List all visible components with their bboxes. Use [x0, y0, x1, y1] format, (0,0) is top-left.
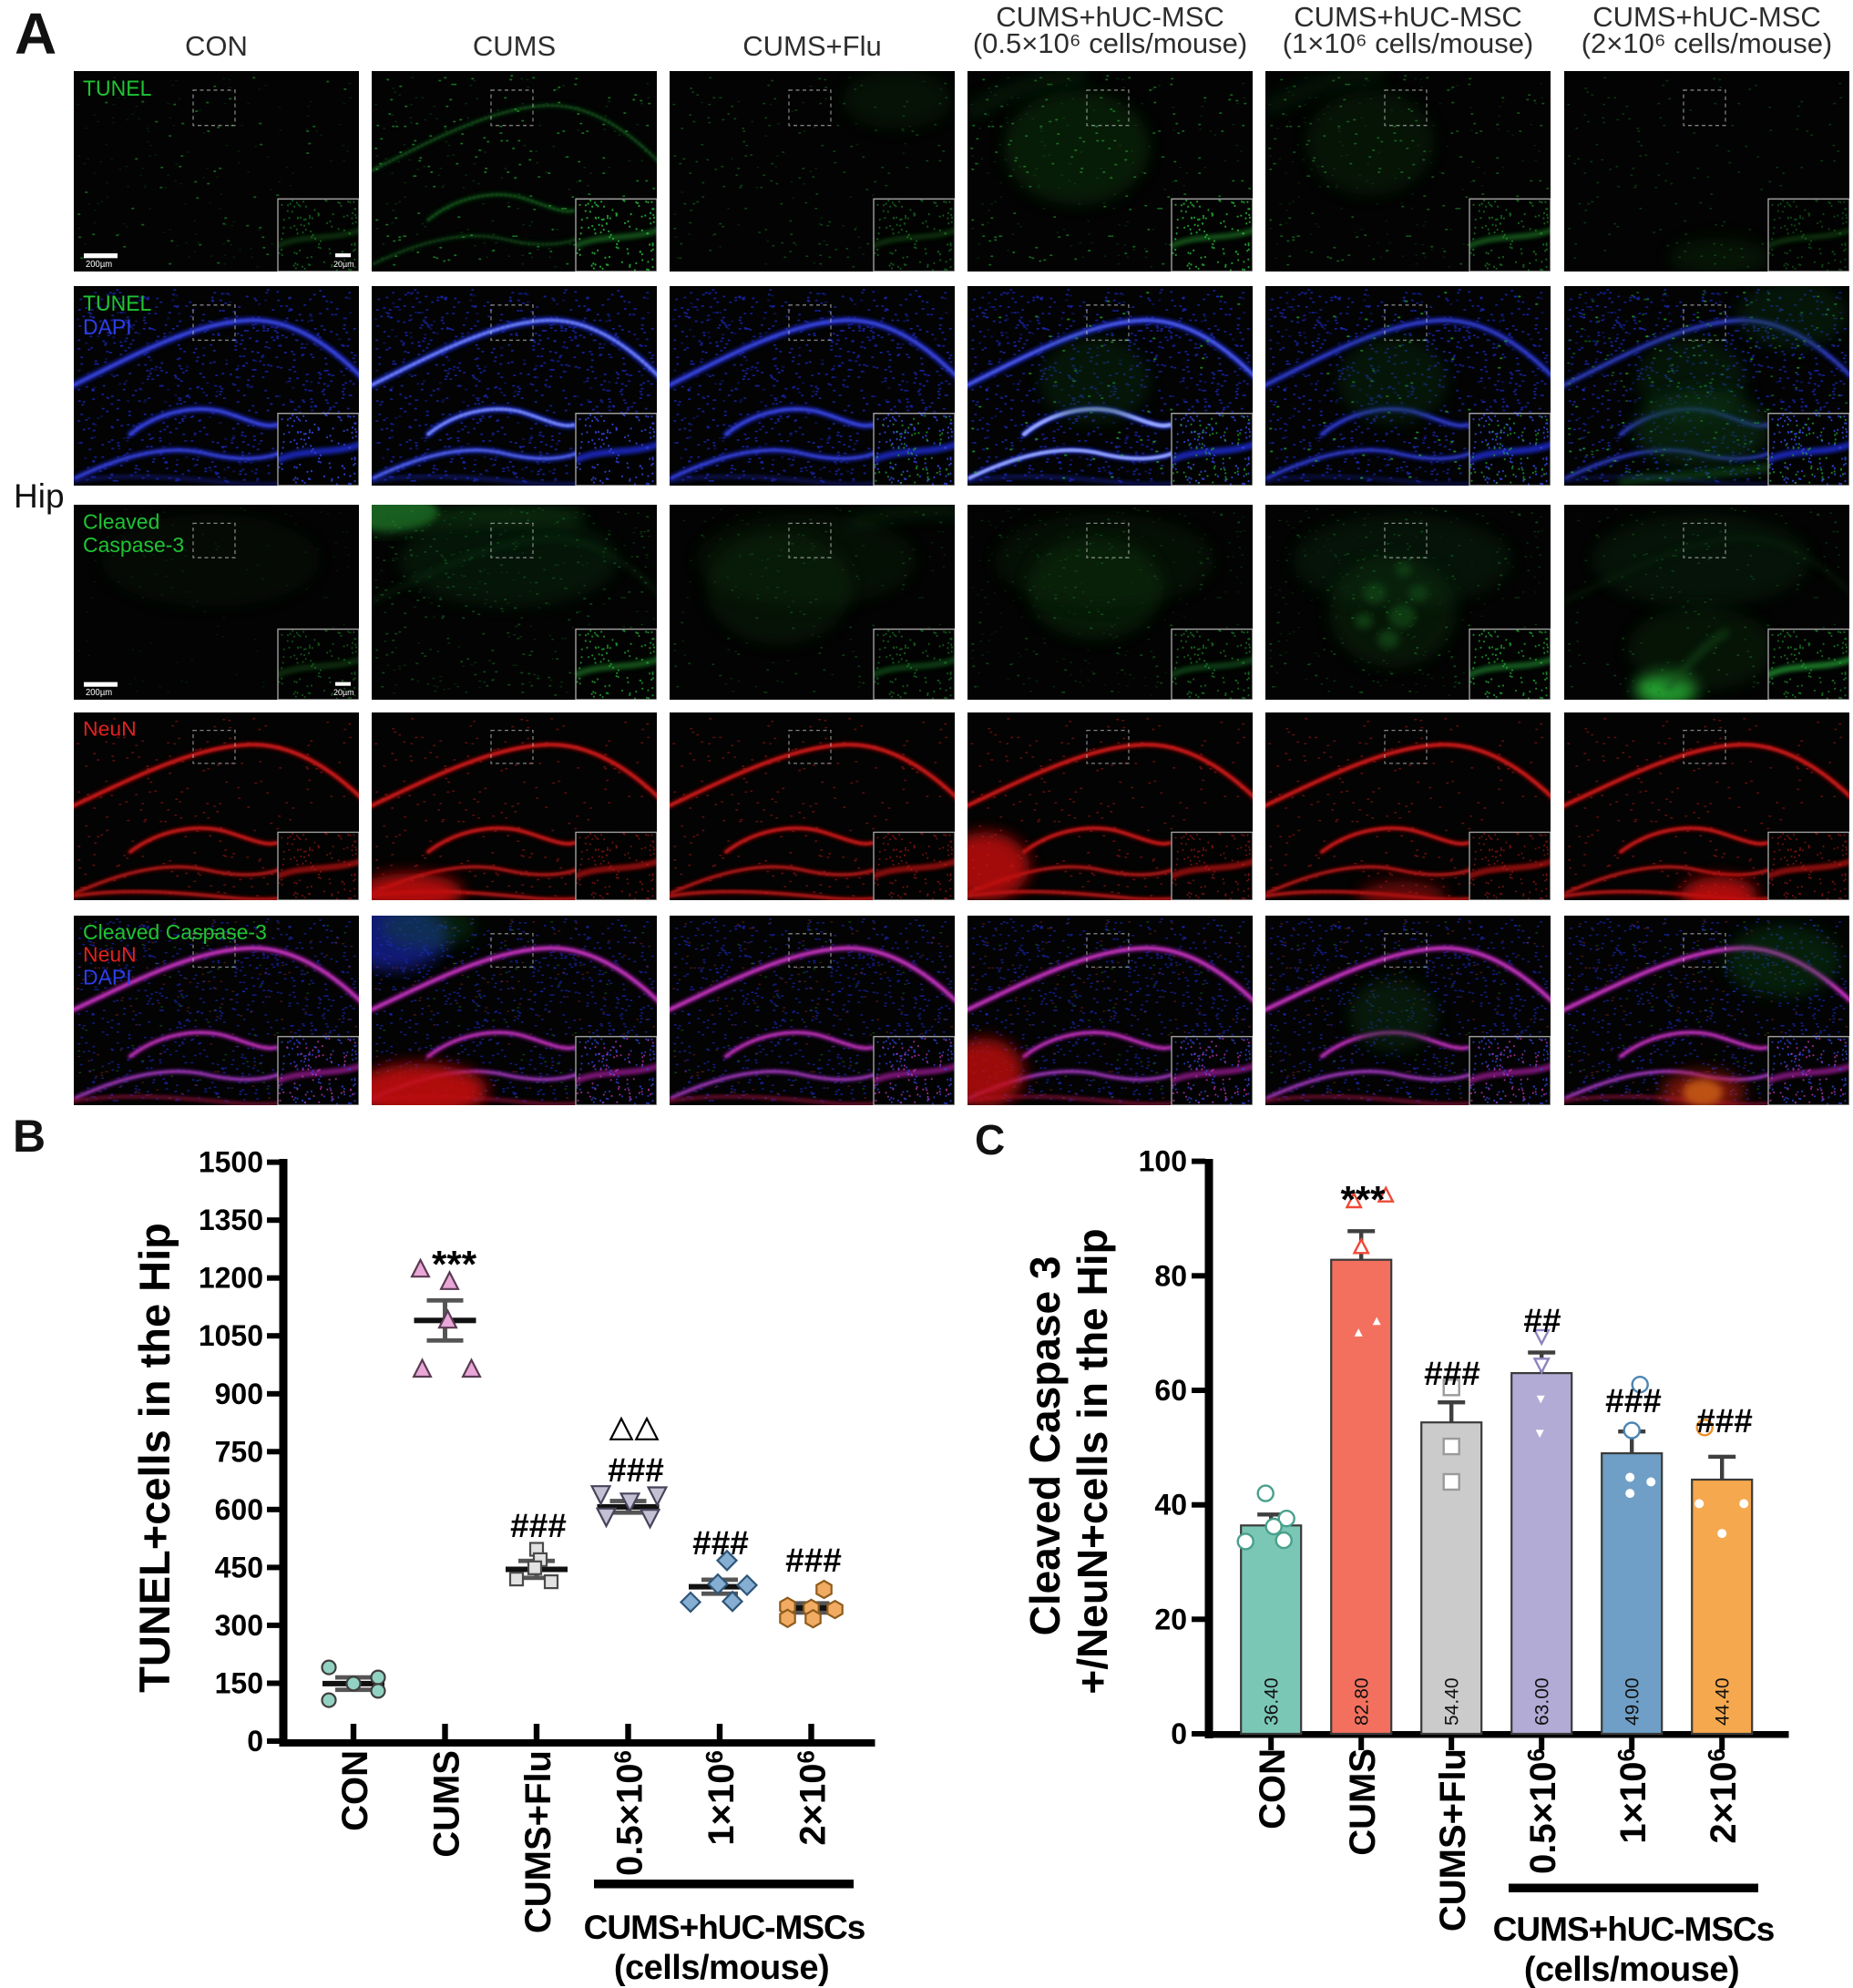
- svg-text:DAPI: DAPI: [83, 315, 132, 340]
- svg-text:1200: 1200: [199, 1262, 263, 1295]
- svg-text:CUMS+hUC-MSCs: CUMS+hUC-MSCs: [584, 1909, 865, 1946]
- svg-text:CUMS: CUMS: [427, 1750, 467, 1858]
- svg-text:NeuN: NeuN: [83, 943, 137, 967]
- svg-text:NeuN: NeuN: [83, 717, 137, 741]
- svg-text:TUNEL: TUNEL: [83, 292, 151, 316]
- svg-text:Caspase-3: Caspase-3: [83, 533, 184, 557]
- svg-text:(cells/mouse): (cells/mouse): [614, 1949, 829, 1987]
- svg-text:100: 100: [1139, 1145, 1187, 1178]
- svg-text:49.00: 49.00: [1623, 1677, 1643, 1726]
- svg-text:54.40: 54.40: [1442, 1677, 1463, 1726]
- svg-text:***: ***: [1340, 1178, 1386, 1221]
- svg-text:450: 450: [215, 1551, 263, 1583]
- svg-text:1050: 1050: [199, 1319, 263, 1352]
- svg-text:1350: 1350: [199, 1204, 263, 1236]
- svg-text:###: ###: [692, 1524, 749, 1562]
- svg-text:20: 20: [1154, 1603, 1187, 1635]
- svg-text:82.80: 82.80: [1352, 1677, 1373, 1726]
- svg-text:300: 300: [215, 1609, 263, 1642]
- svg-text:200µm: 200µm: [86, 260, 112, 270]
- svg-text:36.40: 36.40: [1262, 1677, 1283, 1726]
- svg-text:***: ***: [432, 1243, 477, 1286]
- svg-text:80: 80: [1154, 1259, 1187, 1292]
- svg-text:DAPI: DAPI: [83, 965, 132, 989]
- svg-text:63.00: 63.00: [1532, 1677, 1553, 1726]
- svg-text:1500: 1500: [199, 1146, 263, 1179]
- svg-text:1×106: 1×106: [701, 1750, 742, 1846]
- svg-text:CON: CON: [335, 1750, 375, 1831]
- svg-text:20µm: 20µm: [333, 260, 354, 269]
- svg-text:150: 150: [215, 1667, 263, 1700]
- svg-text:20µm: 20µm: [333, 688, 354, 697]
- svg-text:(cells/mouse): (cells/mouse): [1524, 1951, 1739, 1988]
- svg-text:+/NeuN+cells in the Hip: +/NeuN+cells in the Hip: [1069, 1228, 1116, 1694]
- svg-text:###: ###: [785, 1542, 842, 1579]
- svg-text:40: 40: [1154, 1489, 1187, 1522]
- svg-text:###: ###: [1424, 1355, 1480, 1392]
- svg-text:750: 750: [215, 1435, 263, 1468]
- svg-text:Cleaved: Cleaved: [83, 509, 159, 533]
- svg-text:###: ###: [1605, 1382, 1662, 1419]
- svg-text:Cleaved Caspase 3: Cleaved Caspase 3: [1021, 1256, 1069, 1636]
- svg-text:0.5×106: 0.5×106: [1522, 1748, 1563, 1874]
- svg-text:900: 900: [215, 1378, 263, 1410]
- svg-text:0: 0: [1171, 1717, 1187, 1750]
- svg-text:60: 60: [1154, 1374, 1187, 1407]
- svg-text:1×106: 1×106: [1612, 1748, 1653, 1844]
- svg-text:##: ##: [1523, 1302, 1561, 1339]
- svg-text:44.40: 44.40: [1713, 1677, 1734, 1726]
- svg-text:600: 600: [215, 1493, 263, 1526]
- svg-text:0.5×106: 0.5×106: [609, 1750, 650, 1876]
- svg-text:###: ###: [1696, 1402, 1753, 1440]
- svg-text:CON: CON: [1253, 1748, 1293, 1829]
- svg-text:TUNEL+cells in the Hip: TUNEL+cells in the Hip: [130, 1223, 179, 1693]
- svg-text:0: 0: [247, 1725, 263, 1757]
- svg-text:###: ###: [608, 1451, 664, 1489]
- svg-text:CUMS: CUMS: [1343, 1748, 1383, 1856]
- svg-text:###: ###: [510, 1507, 567, 1544]
- svg-text:CUMS+Flu: CUMS+Flu: [518, 1750, 558, 1933]
- svg-text:CUMS+hUC-MSCs: CUMS+hUC-MSCs: [1493, 1911, 1775, 1948]
- svg-text:2×106: 2×106: [1703, 1748, 1744, 1844]
- svg-text:2×106: 2×106: [793, 1750, 834, 1846]
- svg-text:TUNEL: TUNEL: [83, 77, 151, 101]
- svg-text:200µm: 200µm: [86, 688, 112, 698]
- svg-text:CUMS+Flu: CUMS+Flu: [1433, 1748, 1473, 1932]
- svg-text:Cleaved Caspase-3: Cleaved Caspase-3: [83, 920, 267, 944]
